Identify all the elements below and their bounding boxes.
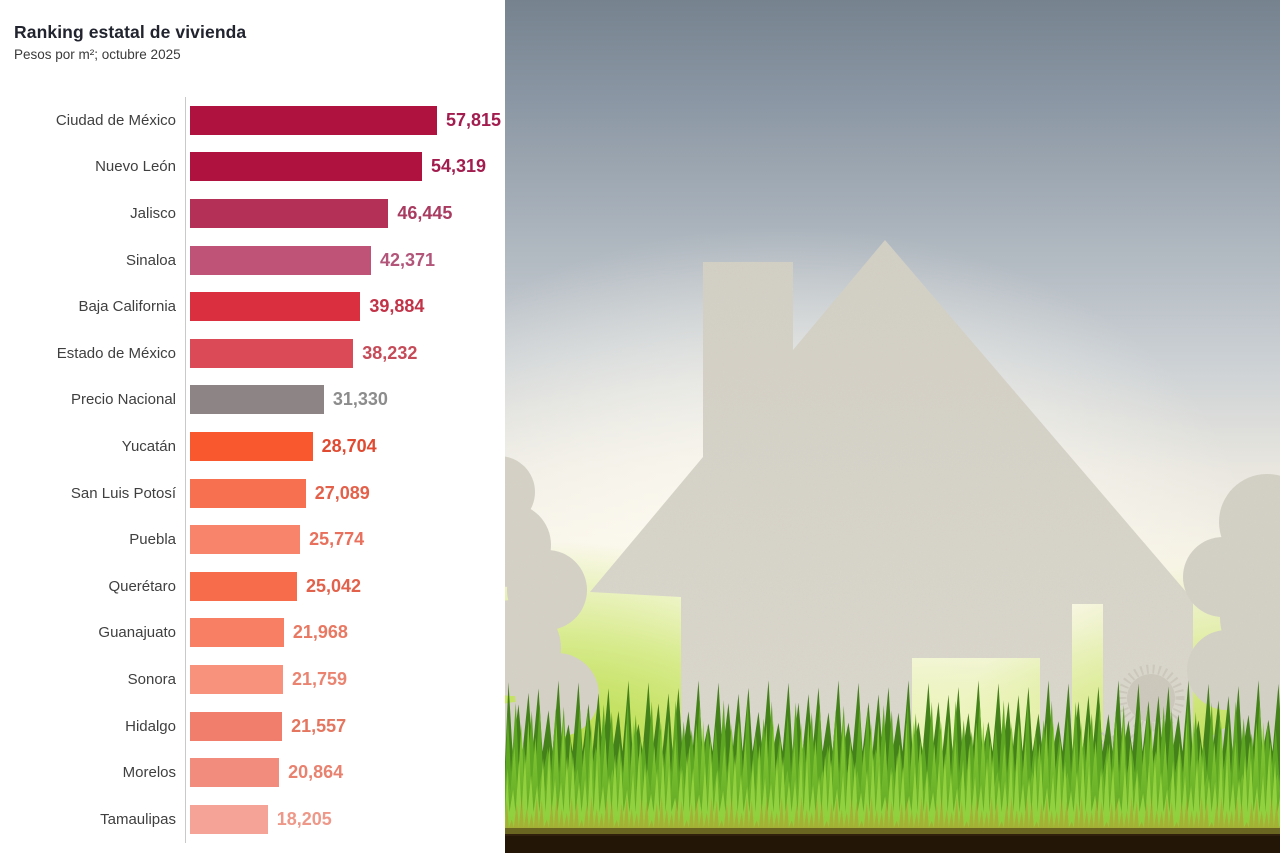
state-label: Sinaloa: [125, 251, 176, 269]
bar-track: 28,704: [185, 423, 505, 470]
bar-track: 54,319: [185, 143, 505, 191]
value-label: 25,042: [305, 575, 362, 596]
bar: [190, 292, 361, 322]
grass-layers: [505, 680, 1280, 853]
bar-track: 27,089: [185, 469, 505, 517]
bar-row: Precio Nacional 31,330: [0, 376, 505, 424]
state-label: Estado de México: [56, 344, 176, 362]
chart-title: Ranking estatal de vivienda: [14, 22, 247, 42]
bar-row: Hidalgo 21,557: [0, 702, 505, 750]
bar-track: 21,557: [185, 702, 505, 750]
bar: [190, 478, 306, 508]
bar: [190, 105, 437, 135]
state-label: Hidalgo: [125, 717, 176, 735]
bar: [190, 618, 284, 648]
bar: [190, 804, 268, 834]
bar: [190, 664, 283, 694]
state-label: Guanajuato: [98, 624, 176, 642]
bar-row: Jalisco 46,445: [0, 190, 505, 237]
bar-row: Tamaulipas 18,205: [0, 795, 505, 843]
bar: [190, 245, 371, 275]
bar: [190, 525, 301, 555]
state-label: Ciudad de México: [55, 111, 176, 129]
value-label: 27,089: [314, 482, 370, 503]
bar: [190, 431, 313, 461]
bar-track: 39,884: [185, 283, 505, 330]
bar: [190, 385, 324, 415]
bar-track: 57,815: [185, 97, 505, 144]
state-label: Baja California: [78, 298, 176, 316]
bar: [190, 152, 423, 182]
value-label: 21,968: [292, 622, 348, 643]
value-label: 46,445: [397, 202, 453, 223]
paper-house-shape: [590, 240, 1193, 795]
bar-track: 21,759: [185, 656, 505, 703]
bar-row: Puebla 25,774: [0, 516, 505, 563]
bar-row: Yucatán 28,704: [0, 423, 505, 470]
value-label: 31,330: [332, 389, 388, 410]
bar-row: Querétaro 25,042: [0, 562, 505, 610]
bar-row: Sinaloa 42,371: [0, 236, 505, 284]
bar-track: 18,205: [185, 795, 505, 843]
bar-row: San Luis Potosí 27,089: [0, 469, 505, 517]
state-label: Morelos: [122, 764, 176, 782]
value-label: 18,205: [276, 808, 332, 829]
bar-row: Guanajuato 21,968: [0, 609, 505, 657]
value-label: 28,704: [321, 435, 377, 456]
state-label: Querétaro: [108, 577, 176, 595]
state-label: Sonora: [127, 670, 176, 688]
bar-row: Ciudad de México 57,815: [0, 97, 505, 144]
paper-house-illustration: [505, 240, 1280, 853]
value-label: 42,371: [379, 249, 436, 270]
housing-ranking-chart-panel: Ranking estatal de vivienda Pesos por m²…: [0, 0, 505, 853]
value-label: 39,884: [369, 296, 425, 317]
value-label: 21,759: [291, 668, 348, 689]
bar: [190, 338, 354, 368]
bar-chart: Ciudad de México 57,815 Nuevo León 54,319 Ja…: [0, 97, 505, 843]
value-label: 57,815: [445, 109, 502, 130]
state-label: Yucatán: [121, 437, 176, 455]
bar-row: Nuevo León 54,319: [0, 143, 505, 191]
bar-track: 21,968: [185, 609, 505, 657]
bar-row: Sonora 21,759: [0, 656, 505, 703]
value-label: 25,774: [309, 529, 365, 550]
bar: [190, 198, 389, 228]
bar: [190, 758, 280, 788]
soil-roots: [505, 828, 1280, 836]
bar: [190, 711, 283, 741]
state-label: Tamaulipas: [100, 810, 176, 828]
state-label: Puebla: [129, 531, 176, 549]
chart-header: Ranking estatal de vivienda Pesos por m²…: [0, 0, 505, 64]
state-label: San Luis Potosí: [70, 484, 176, 502]
bar-row: Estado de México 38,232: [0, 329, 505, 377]
value-label: 54,319: [431, 156, 487, 177]
bar-track: 25,774: [185, 516, 505, 563]
bar-row: Baja California 39,884: [0, 283, 505, 330]
bar-track: 20,864: [185, 749, 505, 796]
bar-track: 42,371: [185, 236, 505, 284]
state-label: Jalisco: [130, 204, 176, 222]
bar: [190, 571, 297, 601]
state-label: Precio Nacional: [70, 391, 176, 409]
bar-track: 38,232: [185, 329, 505, 377]
value-label: 38,232: [362, 342, 418, 363]
value-label: 20,864: [288, 762, 344, 783]
value-label: 21,557: [291, 715, 347, 736]
state-label: Nuevo León: [95, 158, 176, 176]
bar-track: 25,042: [185, 562, 505, 610]
bar-track: 46,445: [185, 190, 505, 237]
house-photo-panel: [505, 0, 1280, 853]
bar-track: 31,330: [185, 376, 505, 424]
soil-strip: [505, 834, 1280, 853]
chart-subtitle: Pesos por m²; octubre 2025: [14, 47, 181, 62]
bar-row: Morelos 20,864: [0, 749, 505, 796]
